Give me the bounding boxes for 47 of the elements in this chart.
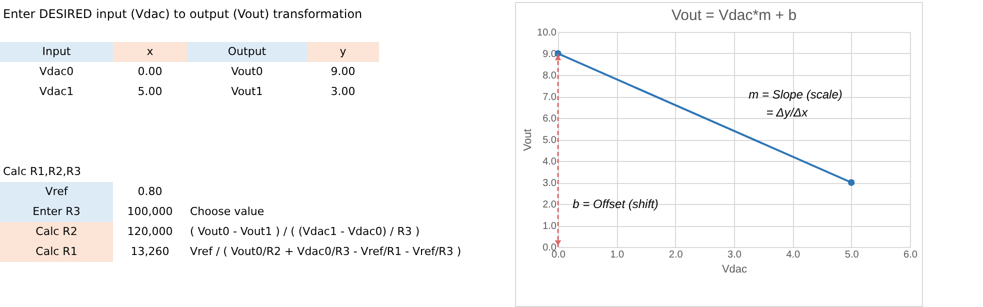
text: y <box>307 42 379 62</box>
y-tick-label: 1.0 <box>542 221 557 232</box>
text: 0.80 <box>136 184 164 200</box>
y-tick-label: 3.0 <box>542 178 557 189</box>
text: Input <box>0 42 113 62</box>
y-axis-title: Vout <box>522 128 534 152</box>
text: 5.00 <box>136 84 164 100</box>
y-tick-label: 2.0 <box>542 200 557 210</box>
y-tick-label: 5.0 <box>542 135 557 146</box>
text: Vdac1 <box>38 84 75 100</box>
y-tick-label: 8.0 <box>542 70 557 82</box>
text: Vref / ( Vout0/R2 + Vdac0/R3 - Vref/R1 - Vref/R3 ) <box>189 244 462 260</box>
y-tick-label: 4.0 <box>542 156 557 168</box>
text: x <box>113 42 187 62</box>
x-tick-label: 3.0 <box>728 250 742 260</box>
text: 100,000 <box>126 204 174 220</box>
y-tick-label: 10.0 <box>537 28 557 38</box>
y-tick-label: 7.0 <box>542 92 557 103</box>
x-tick-label: 4.0 <box>786 250 801 260</box>
annotation: = Δy/Δx <box>766 106 809 120</box>
text: Output <box>187 42 307 62</box>
text: Enter R3 <box>0 202 113 222</box>
text: 9.00 <box>330 64 356 80</box>
text: Calc R1,R2,R3 <box>2 164 81 180</box>
text: Enter DESIRED input (Vdac) to output (Vout) transformation <box>3 6 362 23</box>
x-tick-label: 5.0 <box>844 250 860 260</box>
x-tick-label: 1.0 <box>610 250 625 260</box>
y-tick-label: 6.0 <box>542 114 557 124</box>
x-tick-label: 0.0 <box>552 250 566 260</box>
annotation: b = Offset (shift) <box>572 197 658 211</box>
x-axis-title: Vdac <box>722 264 748 276</box>
text: Vout0 <box>230 64 264 80</box>
text: ( Vout0 - Vout1 ) / ( (Vdac1 - Vdac0) / R3 ) <box>189 224 420 240</box>
annotation: m = Slope (scale) <box>748 87 842 102</box>
text: Vout1 <box>230 84 264 100</box>
text: Vdac0 <box>38 64 75 80</box>
text: 120,000 <box>126 224 174 240</box>
text: Calc R2 <box>0 222 113 242</box>
text: 13,260 <box>130 244 170 260</box>
text: Vref <box>0 182 113 202</box>
text: Choose value <box>189 204 264 220</box>
x-tick-label: 2.0 <box>668 250 684 260</box>
text: 0.00 <box>136 64 164 80</box>
x-tick-label: 6.0 <box>904 250 918 260</box>
text: 3.00 <box>330 84 356 100</box>
chart-title: Vout = Vdac*m + b <box>671 7 797 24</box>
text: Calc R1 <box>0 242 113 262</box>
